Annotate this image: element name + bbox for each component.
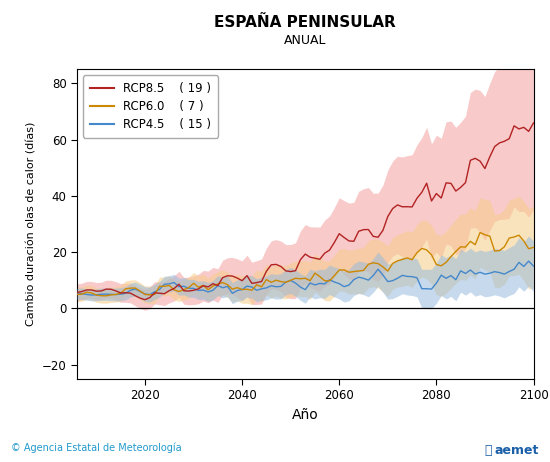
Title: ANUAL: ANUAL xyxy=(284,34,327,47)
Text: 🌍: 🌍 xyxy=(485,444,492,457)
Y-axis label: Cambio duración olas de calor (días): Cambio duración olas de calor (días) xyxy=(26,122,36,326)
X-axis label: Año: Año xyxy=(292,408,318,422)
Text: ESPAÑA PENINSULAR: ESPAÑA PENINSULAR xyxy=(214,15,396,30)
Legend: RCP8.5    ( 19 ), RCP6.0    ( 7 ), RCP4.5    ( 15 ): RCP8.5 ( 19 ), RCP6.0 ( 7 ), RCP4.5 ( 15… xyxy=(83,75,218,138)
Text: aemet: aemet xyxy=(494,444,539,457)
Text: © Agencia Estatal de Meteorología: © Agencia Estatal de Meteorología xyxy=(11,442,182,453)
